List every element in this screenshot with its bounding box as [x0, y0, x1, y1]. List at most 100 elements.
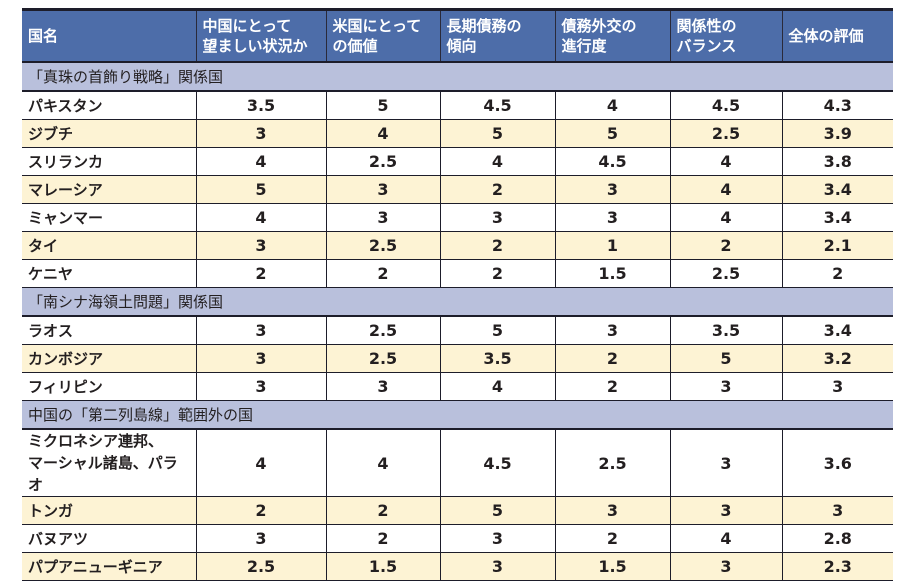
- score-cell: 2.5: [669, 259, 782, 288]
- score-cell: 3: [325, 203, 440, 232]
- score-cell: 2.5: [554, 429, 670, 497]
- score-cell: 4.5: [554, 147, 670, 176]
- score-cell: 5: [439, 496, 555, 525]
- score-cell: 2: [439, 259, 555, 288]
- table-row: ミクロネシア連邦、 マーシャル諸島、パラオ 4 4 4.5 2.5 3 3.6: [22, 429, 893, 497]
- score-cell: 5: [325, 91, 440, 120]
- score-cell: 2.1: [781, 231, 893, 260]
- score-cell: 3.5: [439, 344, 555, 373]
- table-row: ミャンマー 4 3 3 3 4 3.4: [22, 203, 893, 232]
- section-row: 「真珠の首飾り戦略」関係国: [22, 62, 893, 92]
- score-cell: 3: [195, 119, 326, 148]
- country-name: パプアニューギニア: [22, 552, 196, 581]
- score-cell: 4: [669, 524, 782, 553]
- table-row: スリランカ 4 2.5 4 4.5 4 3.8: [22, 147, 893, 176]
- score-cell: 3.2: [781, 344, 893, 373]
- score-cell: 5: [439, 119, 555, 148]
- score-cell: 4: [439, 372, 555, 401]
- score-cell: 2: [325, 496, 440, 525]
- score-cell: 3: [781, 496, 893, 525]
- table-row: ジブチ 3 4 5 5 2.5 3.9: [22, 119, 893, 148]
- score-cell: 2: [554, 372, 670, 401]
- score-cell: 3: [669, 552, 782, 581]
- score-cell: 1: [554, 231, 670, 260]
- score-cell: 4: [325, 429, 440, 497]
- score-cell: 5: [439, 316, 555, 345]
- header-row: 国名 中国にとって 望ましい状況か 米国にとって の価値 長期債務の 傾向 債務外交の …: [22, 8, 893, 63]
- country-name: タイ: [22, 231, 196, 260]
- score-cell: 3.4: [781, 175, 893, 204]
- column-header: 中国にとって 望ましい状況か: [195, 8, 326, 63]
- score-cell: 2.5: [325, 344, 440, 373]
- country-name: スリランカ: [22, 147, 196, 176]
- country-name: ジブチ: [22, 119, 196, 148]
- score-cell: 4: [195, 147, 326, 176]
- score-cell: 2: [439, 231, 555, 260]
- table-row: パキスタン 3.5 5 4.5 4 4.5 4.3: [22, 91, 893, 120]
- score-cell: 3.5: [669, 316, 782, 345]
- column-header: 関係性の バランス: [669, 8, 782, 63]
- score-cell: 2.3: [781, 552, 893, 581]
- score-cell: 3: [554, 496, 670, 525]
- score-cell: 1.5: [554, 259, 670, 288]
- score-cell: 3.4: [781, 316, 893, 345]
- score-cell: 4.3: [781, 91, 893, 120]
- section-row: 中国の「第二列島線」範囲外の国: [22, 400, 893, 430]
- score-cell: 1.5: [554, 552, 670, 581]
- table-row: タイ 3 2.5 2 1 2 2.1: [22, 231, 893, 260]
- score-cell: 1.5: [325, 552, 440, 581]
- column-header: 長期債務の 傾向: [439, 8, 555, 63]
- score-cell: 4: [669, 175, 782, 204]
- score-cell: 2: [669, 231, 782, 260]
- score-cell: 3: [669, 496, 782, 525]
- country-name: バヌアツ: [22, 524, 196, 553]
- score-cell: 3.4: [781, 203, 893, 232]
- score-cell: 3: [554, 203, 670, 232]
- score-cell: 2: [325, 524, 440, 553]
- score-cell: 3: [195, 316, 326, 345]
- score-cell: 4: [195, 203, 326, 232]
- score-cell: 2: [554, 344, 670, 373]
- score-cell: 2.5: [669, 119, 782, 148]
- score-cell: 3.5: [195, 91, 326, 120]
- score-cell: 2: [325, 259, 440, 288]
- table-row: フィリピン 3 3 4 2 3 3: [22, 372, 893, 401]
- score-cell: 3: [195, 372, 326, 401]
- score-cell: 3: [439, 552, 555, 581]
- score-cell: 3: [554, 175, 670, 204]
- score-cell: 2: [554, 524, 670, 553]
- country-name: マレーシア: [22, 175, 196, 204]
- score-cell: 3.9: [781, 119, 893, 148]
- score-cell: 2: [439, 175, 555, 204]
- score-cell: 4: [439, 147, 555, 176]
- score-cell: 3: [325, 372, 440, 401]
- country-name: ラオス: [22, 316, 196, 345]
- score-cell: 3: [439, 524, 555, 553]
- score-cell: 4: [325, 119, 440, 148]
- score-cell: 3: [781, 372, 893, 401]
- table-row: トンガ 2 2 5 3 3 3: [22, 496, 893, 525]
- score-cell: 5: [669, 344, 782, 373]
- score-cell: 2: [195, 259, 326, 288]
- table-row: ケニヤ 2 2 2 1.5 2.5 2: [22, 259, 893, 288]
- score-cell: 2.5: [325, 316, 440, 345]
- score-cell: 2.5: [325, 231, 440, 260]
- score-cell: 3: [669, 372, 782, 401]
- score-cell: 2: [195, 496, 326, 525]
- score-cell: 3: [554, 316, 670, 345]
- score-cell: 5: [195, 175, 326, 204]
- score-cell: 4: [195, 429, 326, 497]
- table-row: バヌアツ 3 2 3 2 4 2.8: [22, 524, 893, 553]
- score-cell: 3: [325, 175, 440, 204]
- score-cell: 2: [781, 259, 893, 288]
- score-cell: 3: [195, 231, 326, 260]
- country-name: カンボジア: [22, 344, 196, 373]
- country-name: ミャンマー: [22, 203, 196, 232]
- section-row: 「南シナ海領土問題」関係国: [22, 287, 893, 317]
- column-header: 全体の評価: [781, 8, 893, 63]
- column-header: 米国にとって の価値: [325, 8, 440, 63]
- country-name: フィリピン: [22, 372, 196, 401]
- score-cell: 3.6: [781, 429, 893, 497]
- section-title: 「真珠の首飾り戦略」関係国: [22, 62, 893, 92]
- table-row: カンボジア 3 2.5 3.5 2 5 3.2: [22, 344, 893, 373]
